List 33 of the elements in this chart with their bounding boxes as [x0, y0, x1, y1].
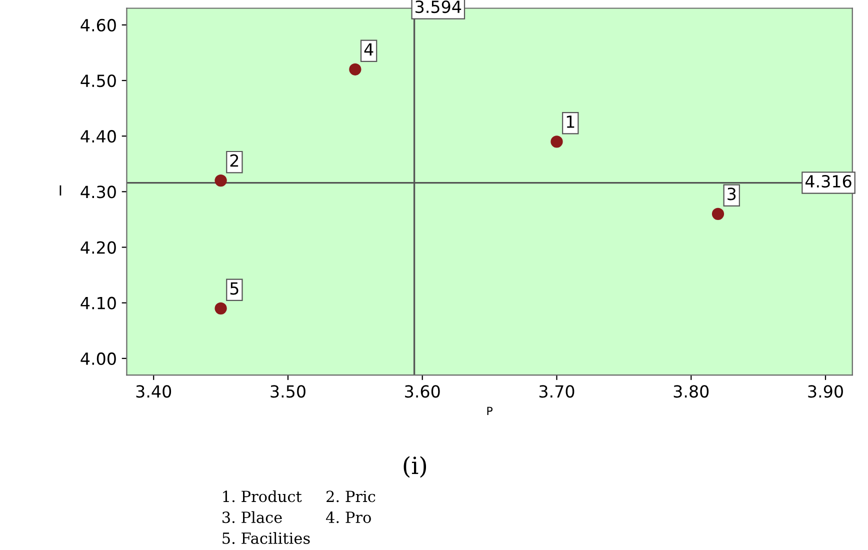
text: 5. Facilities [222, 532, 310, 544]
x-axis-title: P [487, 406, 493, 415]
y-tick-label: 4.20 [80, 241, 116, 254]
point [214, 302, 227, 314]
y-tick-label: 4.40 [80, 130, 116, 143]
x-tick-label: 3.80 [674, 385, 709, 398]
y-tick-label: 4.00 [80, 352, 116, 365]
ref-line-label: 3.594 [416, 0, 462, 14]
point [349, 63, 362, 76]
y-tick-label: 4.10 [80, 296, 116, 310]
text: 1. Product [223, 490, 302, 502]
annotation: 2 [230, 154, 238, 167]
text: 4. Pro [326, 512, 371, 524]
x-tick-label: 3.60 [405, 385, 440, 398]
y-tick-label: 4.30 [80, 186, 116, 198]
annotation: 4 [364, 43, 374, 56]
x-tick-label: 3.50 [270, 385, 306, 398]
y-tick-label: 4.60 [80, 18, 116, 32]
y-axis-title: I [60, 185, 62, 196]
x-tick-label: 3.40 [136, 385, 172, 398]
point [214, 174, 227, 187]
y-tick-label: 4.50 [80, 74, 116, 88]
annotation: 5 [230, 282, 238, 295]
x-tick-label: 3.70 [539, 385, 574, 398]
text: 3. Place [222, 511, 282, 524]
text: 2. Pric [326, 490, 376, 502]
annotation: 1 [566, 116, 574, 128]
point [712, 208, 724, 220]
point [550, 136, 563, 148]
x-tick-label: 3.90 [808, 385, 843, 398]
text: (i) [404, 456, 426, 478]
ref-line-label: 4.316 [805, 175, 852, 188]
annotation: 3 [728, 188, 736, 200]
